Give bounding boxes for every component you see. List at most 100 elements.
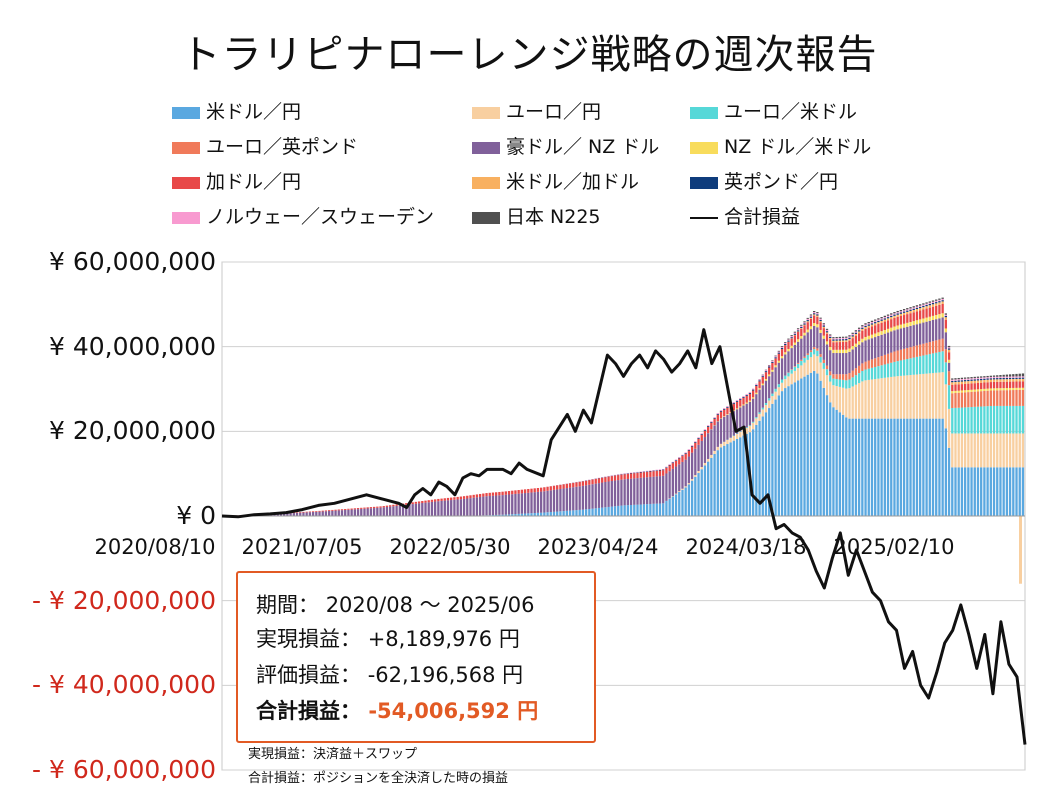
bar-segment — [774, 388, 777, 392]
bar-stack — [523, 489, 527, 516]
bar-stack — [302, 511, 305, 516]
bar-segment — [874, 320, 877, 323]
bar-segment — [379, 506, 382, 508]
bar-stack — [707, 425, 710, 516]
bar-segment — [366, 508, 369, 516]
bar-stack — [382, 506, 385, 516]
bar-segment — [970, 467, 973, 516]
bar-stack — [530, 488, 533, 516]
bar-segment — [1015, 433, 1018, 468]
bar-segment — [639, 477, 642, 505]
bar-segment — [813, 347, 816, 350]
bar-segment — [700, 434, 703, 441]
bar-segment — [719, 410, 723, 411]
bar-stack — [446, 497, 450, 516]
bar-segment — [893, 313, 896, 315]
bar-segment — [967, 467, 970, 516]
bar-segment — [427, 500, 430, 503]
bar-stack — [780, 346, 784, 516]
bar-segment — [928, 302, 931, 304]
bar-segment — [976, 382, 980, 390]
bar-segment — [999, 405, 1002, 434]
bar-segment — [832, 374, 835, 379]
bar-segment — [751, 389, 755, 391]
bar-segment — [902, 315, 906, 324]
bar-segment — [491, 492, 495, 496]
bar-segment — [954, 390, 957, 394]
bar-stack — [450, 497, 453, 516]
bar-segment — [597, 483, 601, 508]
bar-segment — [649, 470, 652, 471]
bar-segment — [658, 503, 662, 516]
bar-segment — [838, 349, 842, 354]
bar-segment — [960, 392, 964, 408]
bar-segment — [938, 351, 941, 373]
bar-segment — [784, 342, 787, 344]
bar-segment — [639, 472, 642, 478]
legend-swatch — [472, 212, 500, 224]
bar-segment — [877, 320, 880, 323]
bar-segment — [389, 505, 392, 507]
bar-segment — [999, 376, 1002, 378]
bar-segment — [713, 417, 716, 418]
bar-segment — [822, 326, 825, 329]
bar-segment — [520, 513, 524, 516]
bar-segment — [870, 326, 874, 335]
bar-segment — [816, 373, 819, 516]
bar-segment — [957, 380, 960, 382]
bar-segment — [928, 320, 931, 343]
bar-segment — [874, 333, 877, 338]
bar-segment — [1002, 433, 1005, 468]
bar-segment — [896, 314, 899, 317]
bar-segment — [925, 303, 928, 305]
legend-swatch — [172, 212, 200, 224]
bar-segment — [761, 375, 764, 377]
bar-segment — [902, 309, 906, 311]
bar-segment — [623, 479, 626, 506]
bar-segment — [874, 323, 877, 326]
bar-segment — [822, 363, 825, 369]
bar-segment — [983, 388, 986, 391]
bar-segment — [925, 373, 928, 419]
bar-segment — [960, 377, 964, 380]
bar-segment — [1005, 376, 1009, 378]
bar-segment — [989, 390, 992, 407]
bar-segment — [739, 431, 742, 438]
bar-segment — [996, 390, 999, 406]
bar-stack — [919, 304, 922, 516]
bar-segment — [723, 416, 726, 417]
bar-segment — [514, 493, 517, 515]
bar-segment — [784, 345, 787, 353]
bar-segment — [973, 391, 976, 407]
bar-stack — [825, 328, 829, 516]
bar-stack — [874, 319, 877, 516]
bar-segment — [694, 442, 697, 449]
bar-segment — [938, 301, 941, 303]
bar-segment — [883, 319, 886, 322]
bar-segment — [803, 323, 806, 325]
bar-segment — [488, 492, 491, 496]
bar-segment — [941, 298, 944, 301]
bar-segment — [1012, 374, 1015, 377]
bar-segment — [986, 390, 989, 407]
bar-stack — [604, 476, 607, 516]
bar-segment — [851, 332, 854, 334]
bar-segment — [800, 338, 803, 360]
bar-segment — [723, 409, 726, 417]
bar-segment — [302, 512, 305, 516]
bar-segment — [857, 383, 861, 419]
bar-segment — [347, 508, 350, 510]
bar-segment — [999, 390, 1002, 406]
legend-swatch — [472, 177, 500, 189]
bar-segment — [877, 322, 880, 324]
bar-segment — [935, 300, 938, 303]
bar-segment — [922, 309, 925, 319]
bar-segment — [1008, 374, 1012, 377]
bar-segment — [581, 481, 585, 486]
bar-segment — [890, 317, 893, 320]
bar-segment — [915, 306, 919, 308]
bar-segment — [456, 496, 459, 500]
bar-segment — [732, 410, 736, 412]
bar-segment — [874, 418, 877, 516]
bar-segment — [819, 322, 822, 330]
